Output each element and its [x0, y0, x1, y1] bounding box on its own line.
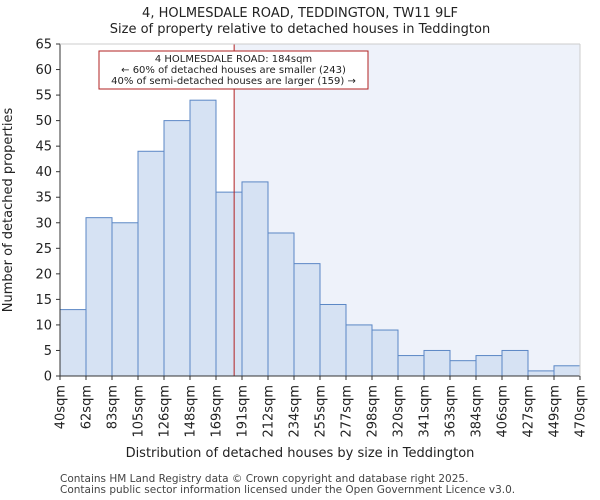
annotation-line-1: 4 HOLMESDALE ROAD: 184sqm: [155, 54, 312, 65]
bar-363sqm: [449, 360, 477, 377]
annotation-line-2: ← 60% of detached houses are smaller (24…: [121, 65, 346, 76]
bar-148sqm: [189, 99, 217, 377]
bars-group: [59, 99, 581, 377]
bar-406sqm: [501, 349, 529, 377]
y-tick-label: 40: [35, 165, 52, 180]
bar-341sqm: [423, 349, 451, 377]
y-ticks-group: 0 5 10 15 20 25 30 35 40 45 50 55 60 65: [35, 38, 60, 385]
x-tick-label: 255sqm: [314, 385, 329, 438]
x-tick-label: 384sqm: [470, 385, 485, 438]
y-tick-label: 10: [35, 318, 52, 333]
y-tick-label: 65: [35, 38, 52, 53]
annotation-box: 4 HOLMESDALE ROAD: 184sqm ← 60% of detac…: [98, 50, 369, 90]
x-tick-label: 277sqm: [340, 385, 355, 438]
bar-384sqm: [475, 355, 503, 377]
y-tick-label: 45: [35, 140, 52, 155]
x-tick-label: 83sqm: [106, 385, 121, 429]
bar-40sqm: [59, 309, 87, 377]
bar-62sqm: [85, 217, 113, 377]
bar-83sqm: [111, 222, 139, 377]
bar-212sqm: [267, 232, 295, 377]
annotation-line-3: 40% of semi-detached houses are larger (…: [111, 76, 356, 87]
bar-427sqm: [527, 370, 555, 377]
x-tick-label: 191sqm: [236, 385, 251, 438]
bar-234sqm: [293, 263, 321, 377]
x-tick-label: 212sqm: [262, 385, 277, 438]
footer-line-2: Contains public sector information licen…: [60, 484, 516, 496]
y-tick-label: 30: [35, 216, 52, 231]
y-tick-label: 20: [35, 267, 52, 282]
bar-320sqm: [397, 355, 425, 377]
annotation-frame: [98, 50, 369, 90]
x-tick-label: 449sqm: [548, 385, 563, 438]
x-tick-label: 341sqm: [418, 385, 433, 438]
x-tick-label: 234sqm: [288, 385, 303, 438]
x-axis-label: Distribution of detached houses by size …: [126, 446, 475, 461]
y-tick-label: 25: [35, 242, 52, 257]
chart-subtitle: Size of property relative to detached ho…: [110, 22, 490, 37]
chart-title: 4, HOLMESDALE ROAD, TEDDINGTON, TW11 9LF: [142, 6, 458, 21]
x-tick-label: 470sqm: [574, 385, 589, 438]
bar-105sqm: [137, 150, 165, 377]
x-tick-label: 427sqm: [522, 385, 537, 438]
y-tick-label: 0: [44, 370, 52, 385]
footer-line-1: Contains HM Land Registry data © Crown c…: [60, 473, 469, 485]
x-tick-label: 105sqm: [132, 385, 147, 438]
y-tick-label: 50: [35, 114, 52, 129]
bar-298sqm: [371, 329, 399, 377]
x-tick-label: 148sqm: [184, 385, 199, 438]
y-tick-label: 55: [35, 89, 52, 104]
y-tick-label: 35: [35, 191, 52, 206]
x-tick-label: 62sqm: [80, 385, 95, 429]
x-tick-label: 40sqm: [54, 385, 69, 429]
bar-449sqm: [553, 365, 581, 377]
bar-277sqm: [345, 324, 373, 377]
y-tick-label: 60: [35, 63, 52, 78]
x-tick-label: 406sqm: [496, 385, 511, 438]
bar-255sqm: [319, 303, 347, 377]
x-ticks-group: 40sqm 62sqm 83sqm 105sqm 126sqm 148sqm 169sqm 1…: [54, 376, 589, 438]
bar-191sqm: [241, 181, 269, 377]
y-tick-label: 5: [44, 344, 52, 359]
x-tick-label: 126sqm: [158, 385, 173, 438]
bar-126sqm: [163, 120, 191, 377]
x-tick-label: 169sqm: [210, 385, 225, 438]
bar-169sqm: [215, 191, 243, 377]
y-axis-label: Number of detached properties: [1, 108, 16, 313]
x-tick-label: 320sqm: [392, 385, 407, 438]
y-tick-label: 15: [35, 293, 52, 308]
x-tick-label: 363sqm: [444, 385, 459, 438]
x-tick-label: 298sqm: [366, 385, 381, 438]
